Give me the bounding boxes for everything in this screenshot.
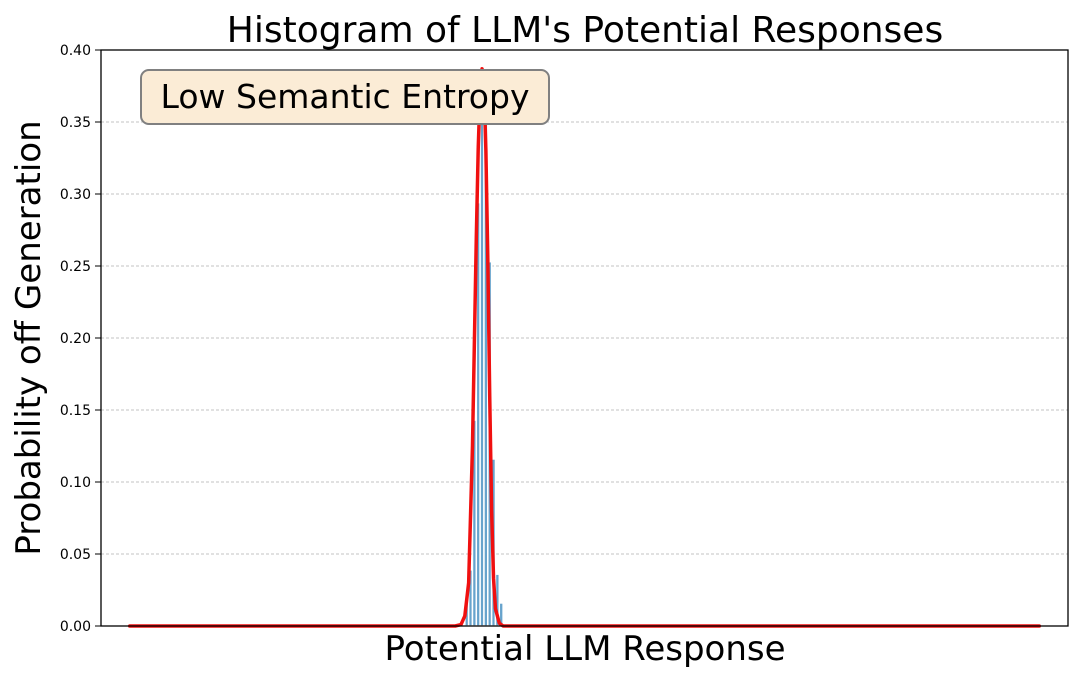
annotation-box-background (140, 69, 550, 125)
y-tick-label: 0.15 (60, 403, 91, 419)
y-tick-label: 0.05 (60, 547, 91, 563)
y-axis-ticks: 0.00 0.05 0.10 0.15 0.20 0.25 0.30 0.35 0.40 (60, 43, 101, 635)
y-tick-label: 0.30 (60, 187, 91, 203)
annotation-box: Low Semantic Entropy (140, 69, 550, 125)
y-tick-label: 0.20 (60, 331, 91, 347)
chart-title: Histogram of LLM's Potential Responses (227, 10, 943, 51)
y-tick-label: 0.00 (60, 619, 91, 635)
y-tick-label: 0.25 (60, 259, 91, 275)
annotation-text: Low Semantic Entropy (161, 77, 530, 116)
x-axis-label: Potential LLM Response (384, 629, 785, 669)
y-tick-label: 0.40 (60, 43, 91, 59)
y-tick-label: 0.35 (60, 115, 91, 131)
y-axis-label: Probability off Generation (9, 120, 49, 555)
y-tick-label: 0.10 (60, 475, 91, 491)
grid-lines (101, 49, 1068, 555)
